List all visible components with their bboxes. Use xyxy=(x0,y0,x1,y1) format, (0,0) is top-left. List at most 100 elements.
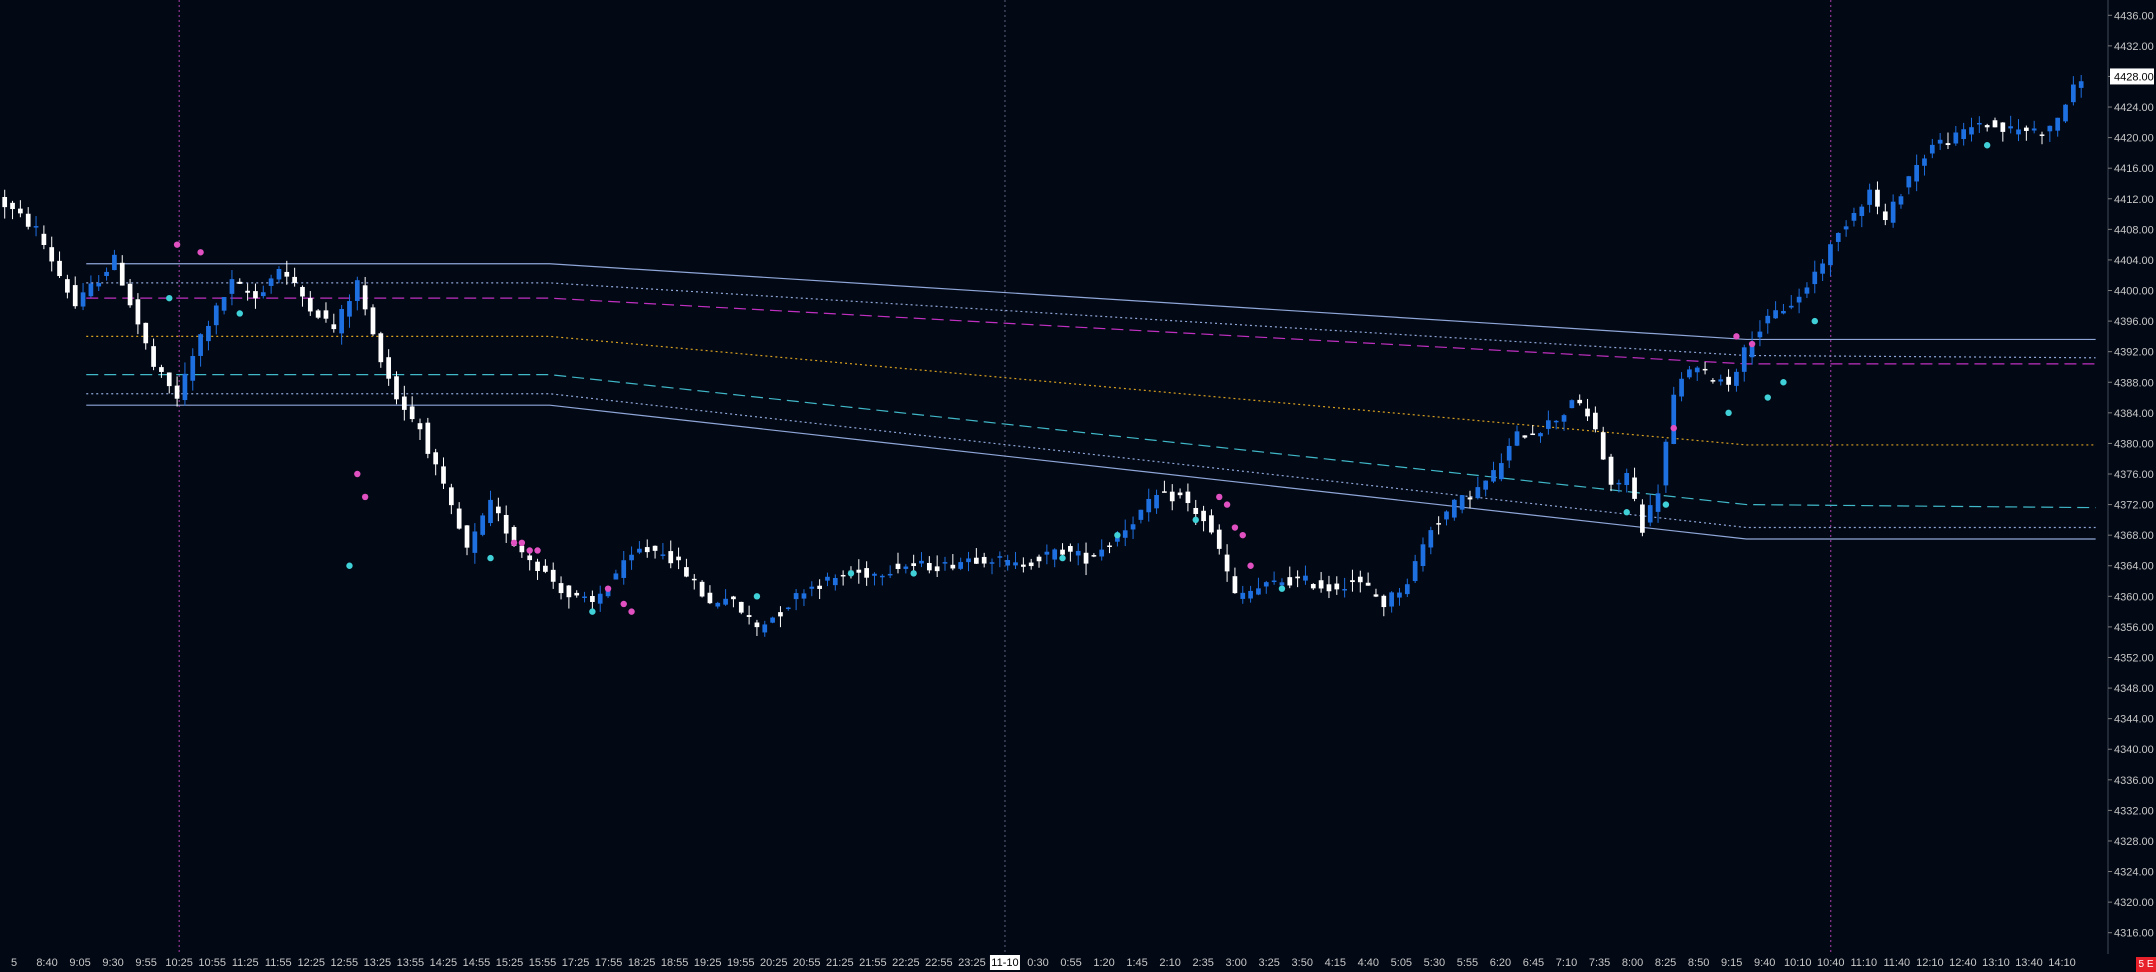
candle-body xyxy=(1600,432,1606,460)
candle-body xyxy=(2071,84,2076,103)
candle-body xyxy=(1929,144,1935,154)
price-axis[interactable]: 4316.00 4320.00 4324.00 4328.00 4332.00 4336.… xyxy=(2107,0,2154,954)
candle-body xyxy=(417,423,423,430)
candle-body xyxy=(887,573,893,576)
candle-body xyxy=(1193,507,1199,515)
candle-body xyxy=(1804,287,1810,294)
signal-marker-cyan xyxy=(1983,142,1991,149)
candle-body xyxy=(832,577,838,586)
candle-body xyxy=(1295,576,1300,579)
candle-body xyxy=(660,554,666,556)
x-tick-label: 7:10 xyxy=(1556,957,1577,969)
y-tick-label: 4384.00 xyxy=(2114,408,2154,420)
candle-body xyxy=(127,283,133,306)
candle-body xyxy=(1404,584,1410,595)
candle-body xyxy=(464,525,470,548)
y-tick-label: 4336.00 xyxy=(2114,775,2154,787)
candle-body xyxy=(1428,530,1434,548)
candle-body xyxy=(738,601,744,613)
candle-body xyxy=(1162,491,1167,493)
x-tick-label: 6:20 xyxy=(1490,957,1511,969)
signal-marker-cyan xyxy=(236,310,243,317)
y-tick-label: 4324.00 xyxy=(2114,867,2154,879)
signal-marker-pink xyxy=(197,249,204,256)
candle-body xyxy=(229,279,235,294)
candle-body xyxy=(1451,499,1457,518)
candle-body xyxy=(535,561,540,571)
x-tick-label: 18:25 xyxy=(628,957,656,969)
candle-body xyxy=(1310,584,1316,589)
x-tick-label: 20:55 xyxy=(793,957,821,969)
level-line-upper-band xyxy=(86,263,2096,341)
candle-body xyxy=(1757,331,1763,338)
candle-body xyxy=(1538,433,1543,437)
candle-body xyxy=(1898,196,1904,205)
candle-body xyxy=(190,355,196,381)
candle-body xyxy=(958,562,964,569)
candle-body xyxy=(1467,497,1473,500)
candle-body xyxy=(543,565,548,572)
signal-marker-cyan xyxy=(1623,509,1630,516)
time-axis[interactable]: 5 8:40 9:05 9:30 9:55 10:25 10:55 11:25 11:55 12:… xyxy=(11,955,2076,970)
candle-body xyxy=(1569,400,1575,409)
candle-body xyxy=(276,268,282,280)
candle-body xyxy=(166,372,172,387)
candle-body xyxy=(1138,509,1144,520)
x-tick-label: 1:20 xyxy=(1093,957,1114,969)
candle-body xyxy=(245,290,250,293)
x-tick-label: 1:45 xyxy=(1126,957,1147,969)
y-tick-label: 4368.00 xyxy=(2114,530,2154,542)
candle-body xyxy=(668,551,674,564)
candle-body xyxy=(1694,367,1700,373)
x-tick-label: 11:25 xyxy=(232,957,259,969)
candle-body xyxy=(1953,132,1959,144)
candle-body xyxy=(503,514,509,534)
x-tick-label: 13:25 xyxy=(364,957,392,969)
x-tick-label: 10:10 xyxy=(1784,957,1812,969)
candle-body xyxy=(973,557,979,564)
candle-body xyxy=(1890,201,1896,223)
candle-body xyxy=(1765,315,1771,324)
candle-body xyxy=(1052,549,1058,560)
candle-body xyxy=(997,556,1003,558)
x-tick-label: 9:15 xyxy=(1721,957,1742,969)
candle-body xyxy=(1013,562,1018,566)
candle-body xyxy=(989,562,995,564)
candle-body xyxy=(1773,310,1778,319)
candle-body xyxy=(2078,81,2084,88)
x-tick-label: 8:40 xyxy=(36,957,57,969)
candle-body xyxy=(480,515,486,535)
candle-body xyxy=(1130,524,1136,530)
candle-body xyxy=(1734,371,1739,386)
candle-body xyxy=(1381,595,1387,608)
candle-body xyxy=(1843,226,1849,230)
candle-body xyxy=(237,281,243,284)
candle-body xyxy=(1640,504,1645,533)
signal-marker-cyan xyxy=(847,570,855,577)
candle-body xyxy=(1420,544,1426,567)
signal-marker-pink xyxy=(620,600,627,608)
candle-body xyxy=(754,622,760,628)
candle-body xyxy=(339,309,344,334)
candle-body xyxy=(1060,549,1065,555)
candle-body xyxy=(1240,592,1246,599)
y-tick-label: 4400.00 xyxy=(2114,286,2154,298)
y-tick-label: 4340.00 xyxy=(2114,744,2154,756)
candle-body xyxy=(362,285,368,310)
candle-body xyxy=(135,299,141,325)
candle-body xyxy=(637,548,642,553)
signal-marker-pink xyxy=(1733,333,1740,340)
signal-marker-pink xyxy=(1223,501,1231,508)
level-line-upper-mid xyxy=(86,297,2096,365)
x-tick-label: 12:10 xyxy=(1916,957,1944,969)
candle-body xyxy=(895,563,901,570)
candle-body xyxy=(57,260,62,277)
candle-body xyxy=(684,567,689,577)
x-tick-label: 11:10 xyxy=(1850,957,1877,969)
y-tick-label: 4388.00 xyxy=(2114,377,2154,389)
y-tick-label: 4348.00 xyxy=(2114,683,2154,695)
x-tick-label: 10:40 xyxy=(1817,957,1845,969)
y-tick-label: 4416.00 xyxy=(2114,163,2154,175)
x-tick-label: 7:35 xyxy=(1589,957,1610,969)
